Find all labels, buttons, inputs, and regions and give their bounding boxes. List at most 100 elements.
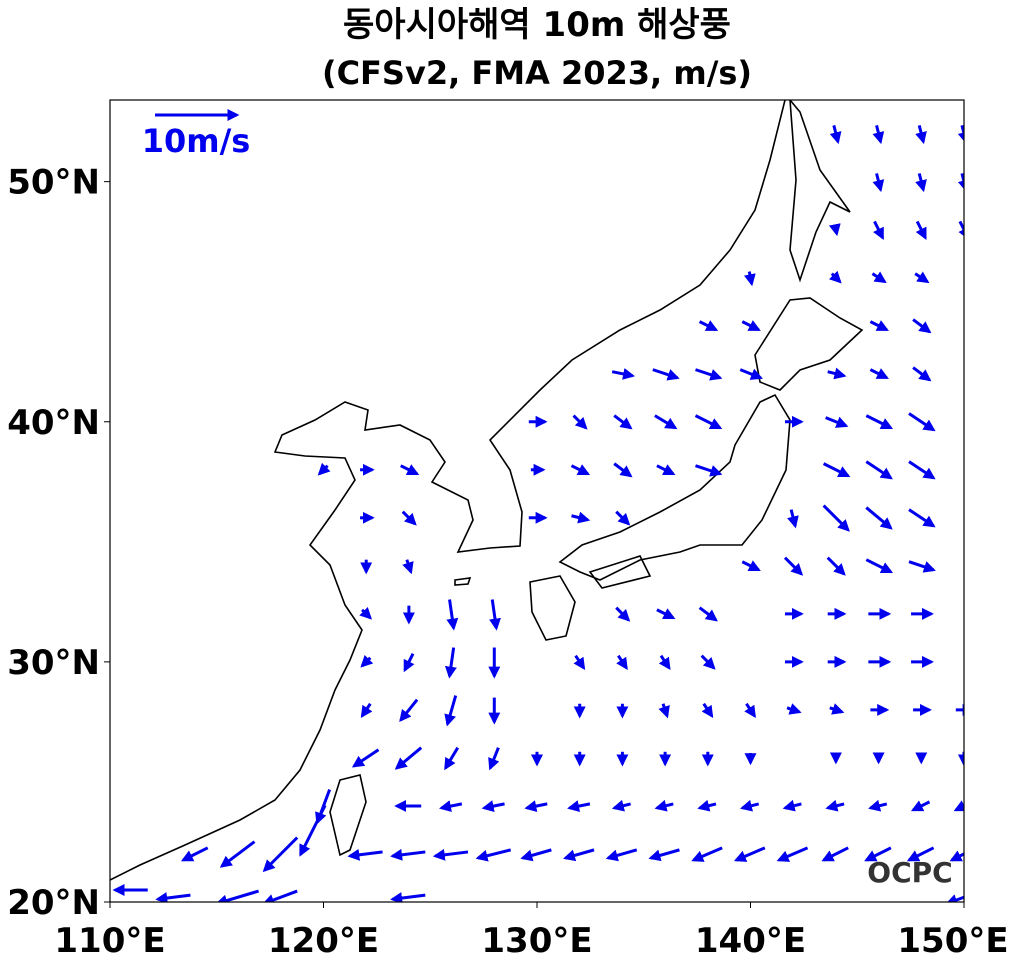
wind-arrow (180, 846, 209, 862)
wind-arrow (615, 510, 631, 526)
y-tick-label: 30°N (7, 643, 100, 683)
wind-arrow (868, 799, 888, 812)
wind-arrow (958, 220, 964, 241)
wind-arrow (360, 702, 373, 719)
wind-arrow (872, 173, 885, 193)
wind-arrow (401, 510, 417, 526)
wind-arrow (787, 509, 799, 529)
kyushu (529, 575, 576, 641)
wind-arrow (739, 368, 763, 380)
wind-arrow (359, 606, 372, 620)
wind-arrow (648, 848, 680, 862)
wind-arrow (741, 320, 761, 332)
wind-arrow (828, 270, 842, 284)
wind-arrow (865, 506, 893, 530)
logo: OCPC (867, 856, 952, 889)
wind-arrow (402, 559, 414, 575)
wind-arrow (865, 460, 893, 480)
wind-arrow (783, 556, 804, 576)
wind-arrow (910, 800, 931, 812)
wind-arrow (698, 320, 719, 332)
wind-arrow (821, 846, 849, 862)
wind-arrow (826, 556, 846, 576)
wind-arrow (605, 848, 638, 862)
wind-arrow (446, 599, 459, 631)
wind-arrow (698, 606, 718, 622)
wind-arrow (827, 367, 847, 380)
x-tick-label: 120°E (268, 921, 379, 961)
wind-arrow (563, 848, 595, 862)
coastlines (110, 100, 864, 881)
wind-arrow (351, 748, 380, 768)
wind-arrow (654, 799, 674, 812)
wind-arrow (915, 220, 927, 241)
reference-label: 10m/s (142, 122, 251, 160)
wind-arrow (481, 800, 505, 813)
wind-arrow (953, 800, 964, 812)
wind-arrow (915, 173, 927, 193)
wind-arrow (438, 800, 463, 813)
wind-arrow (390, 848, 426, 861)
mainland-coast (110, 100, 786, 881)
wind-arrow (572, 414, 588, 430)
wind-arrow (611, 368, 636, 380)
wind-arrow (869, 368, 889, 380)
jeju (454, 577, 472, 586)
wind-arrow (219, 840, 256, 868)
title: 동아시아해역 10m 해상풍 (343, 5, 731, 45)
wind-vectors (112, 125, 964, 902)
wind-arrow (908, 560, 936, 573)
wind-arrow (656, 464, 676, 476)
wind-arrow (262, 889, 298, 902)
wind-arrow (570, 464, 591, 476)
wind-arrow (403, 653, 415, 673)
wind-arrow (613, 462, 633, 478)
wind-arrow (262, 836, 299, 873)
wind-arrow (611, 799, 631, 812)
wind-arrow (615, 606, 631, 622)
wind-arrow (915, 125, 927, 145)
wind-arrow (658, 654, 671, 671)
wind-arrow (656, 608, 676, 620)
y-tick-label: 40°N (7, 403, 100, 443)
wind-arrow (829, 125, 842, 145)
wind-arrow (360, 654, 374, 668)
wind-arrow (701, 702, 714, 719)
wind-arrow (524, 800, 548, 813)
wind-arrow (949, 850, 964, 862)
wind-arrow (945, 894, 964, 902)
wind-arrow (912, 366, 932, 382)
x-tick-label: 110°E (54, 921, 165, 961)
wind-arrow (872, 125, 885, 145)
wind-arrow (317, 462, 331, 476)
y-tick-label: 20°N (7, 883, 100, 923)
wind-arrow (390, 892, 426, 902)
wind-arrow (957, 173, 964, 193)
wind-arrow (697, 799, 717, 812)
sakhalin (789, 100, 851, 283)
map-frame (109, 99, 965, 903)
wind-arrow (865, 558, 894, 574)
wind-arrow (215, 889, 260, 902)
wind-arrow (694, 414, 723, 430)
wind-arrow (347, 848, 383, 861)
wind-arrow (871, 271, 887, 284)
wind-arrow (906, 846, 935, 862)
subtitle: (CFSv2, FMA 2023, m/s) (322, 54, 752, 92)
wind-arrow (444, 746, 460, 771)
wind-arrow (865, 414, 894, 430)
wind-arrow (444, 647, 457, 679)
wind-arrow (825, 416, 849, 428)
wind-arrow (658, 703, 670, 719)
wind-arrow (399, 698, 419, 723)
wind-arrow (828, 223, 841, 237)
wind-arrow (695, 464, 723, 477)
wind-arrow (733, 846, 766, 862)
wind-arrow (691, 846, 723, 862)
wind-arrow (908, 460, 936, 480)
x-tick-label: 140°E (695, 921, 806, 961)
wind-arrow (155, 892, 191, 902)
wind-arrow (786, 703, 802, 715)
